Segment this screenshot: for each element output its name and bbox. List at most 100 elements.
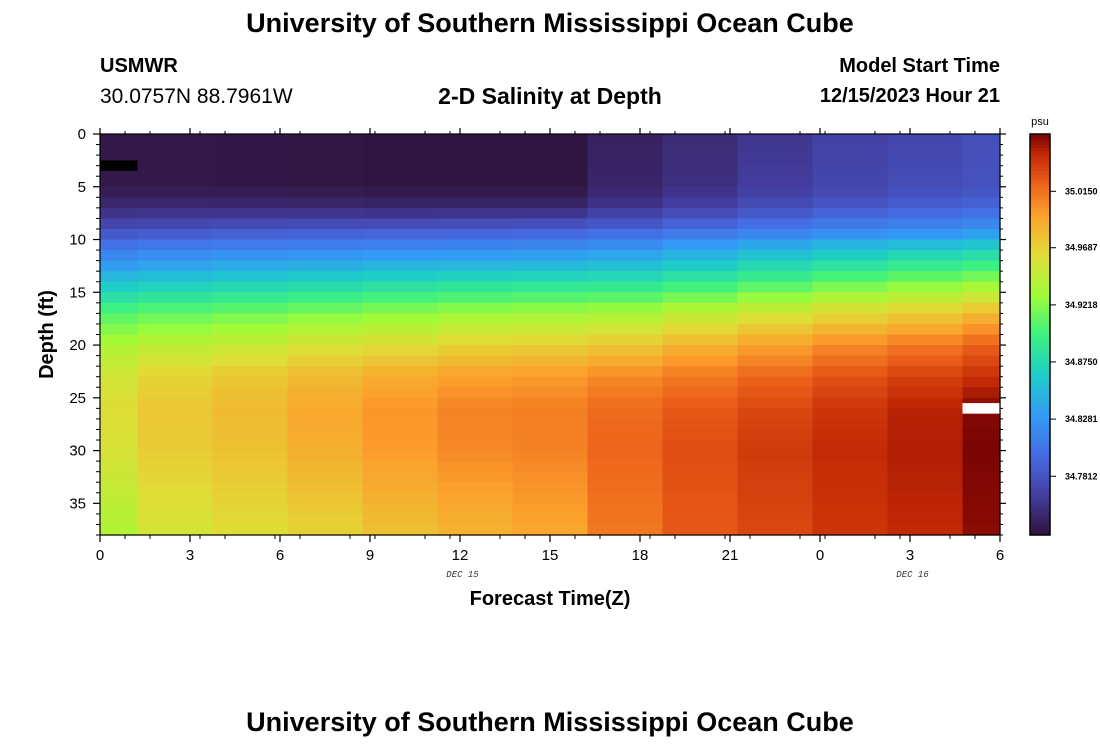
heatmap-cell bbox=[362, 492, 439, 504]
colorbar-segment bbox=[1030, 478, 1050, 483]
heatmap-cell bbox=[362, 345, 439, 357]
heatmap-cell bbox=[512, 313, 589, 325]
colorbar-segment bbox=[1030, 397, 1050, 402]
colorbar-segment bbox=[1030, 444, 1050, 449]
heatmap-cell bbox=[812, 345, 889, 357]
heatmap-cell bbox=[737, 450, 814, 462]
heatmap-cell bbox=[587, 492, 664, 504]
heatmap-cell bbox=[887, 165, 964, 177]
colorbar-segment bbox=[1030, 160, 1050, 165]
heatmap-cell bbox=[437, 513, 514, 526]
heatmap-cell bbox=[212, 334, 289, 346]
colorbar-segment bbox=[1030, 404, 1050, 409]
heatmap-cells bbox=[100, 134, 1001, 536]
heatmap-cell bbox=[662, 524, 739, 536]
heatmap-cell bbox=[212, 207, 289, 220]
heatmap-cell bbox=[512, 387, 589, 399]
heatmap-cell bbox=[887, 513, 964, 526]
colorbar-segment bbox=[1030, 247, 1050, 252]
heatmap-cell bbox=[812, 271, 889, 283]
heatmap-cell bbox=[812, 334, 889, 346]
heatmap-cell bbox=[287, 281, 364, 293]
heatmap-cell bbox=[962, 408, 1001, 420]
heatmap-cell bbox=[812, 471, 889, 483]
heatmap-cell bbox=[962, 418, 1001, 431]
y-tick-label: 0 bbox=[78, 126, 86, 143]
heatmap-cell bbox=[962, 471, 1001, 483]
x-axis: 0 3 6 9 12 15 18 21 0 3 6 DEC 15 DEC 16 bbox=[96, 128, 1004, 580]
heatmap-cell bbox=[512, 292, 589, 304]
heatmap-cell bbox=[437, 492, 514, 504]
heatmap-cell bbox=[212, 408, 289, 420]
colorbar-segment bbox=[1030, 384, 1050, 389]
heatmap-cell bbox=[962, 144, 1001, 156]
x-axis-label: Forecast Time(Z) bbox=[470, 588, 631, 610]
colorbar-tick-label: 34.9687 bbox=[1065, 243, 1098, 253]
colorbar-segment bbox=[1030, 140, 1050, 145]
heatmap-cell bbox=[962, 513, 1001, 526]
heatmap-cell bbox=[962, 155, 1001, 167]
heatmap-cell bbox=[662, 492, 739, 504]
heatmap-cell bbox=[737, 334, 814, 346]
heatmap-cell bbox=[137, 387, 214, 399]
heatmap-cell bbox=[287, 397, 364, 409]
heatmap-cell bbox=[737, 387, 814, 399]
heatmap-cell bbox=[962, 218, 1001, 230]
heatmap-cell bbox=[662, 345, 739, 357]
colorbar-segment bbox=[1030, 501, 1050, 506]
heatmap-cell bbox=[100, 260, 139, 272]
heatmap-cell bbox=[962, 323, 1001, 336]
heatmap-cell bbox=[362, 334, 439, 346]
heatmap-cell bbox=[362, 144, 439, 156]
heatmap-cell bbox=[512, 440, 589, 452]
heatmap-cell bbox=[737, 144, 814, 156]
heatmap-cell bbox=[587, 228, 664, 241]
heatmap-cell bbox=[512, 134, 589, 146]
model-start-value: 12/15/2023 Hour 21 bbox=[819, 85, 1000, 107]
heatmap-cell bbox=[100, 366, 139, 378]
heatmap-cell bbox=[887, 302, 964, 314]
heatmap-cell bbox=[812, 503, 889, 515]
heatmap-cell bbox=[887, 281, 964, 293]
heatmap-cell bbox=[137, 492, 214, 504]
colorbar-segment bbox=[1030, 150, 1050, 155]
heatmap-cell bbox=[812, 144, 889, 156]
colorbar-segment bbox=[1030, 210, 1050, 215]
heatmap-cell bbox=[287, 387, 364, 399]
heatmap-cell bbox=[812, 408, 889, 420]
x-tick-label: 6 bbox=[276, 547, 284, 564]
heatmap-cell bbox=[737, 186, 814, 198]
heatmap-cell bbox=[587, 218, 664, 230]
heatmap-cell bbox=[287, 271, 364, 283]
colorbar-segment bbox=[1030, 344, 1050, 349]
heatmap-cell bbox=[887, 524, 964, 536]
heatmap-cell bbox=[212, 492, 289, 504]
heatmap-cell bbox=[212, 387, 289, 399]
heatmap-cell bbox=[437, 345, 514, 357]
heatmap-cell bbox=[812, 218, 889, 230]
heatmap-cell bbox=[812, 155, 889, 167]
heatmap-cell bbox=[512, 408, 589, 420]
heatmap-cell bbox=[287, 323, 364, 336]
heatmap-cell bbox=[887, 250, 964, 262]
heatmap-cell bbox=[662, 471, 739, 483]
heatmap-cell bbox=[812, 134, 889, 146]
heatmap-cell bbox=[287, 313, 364, 325]
station-id: USMWR bbox=[100, 55, 178, 77]
heatmap-cell bbox=[662, 376, 739, 388]
heatmap-cell bbox=[887, 239, 964, 251]
heatmap-cell bbox=[587, 271, 664, 283]
heatmap-cell bbox=[662, 302, 739, 314]
heatmap-cell bbox=[437, 334, 514, 346]
heatmap-cell bbox=[100, 492, 139, 504]
heatmap-cell bbox=[437, 176, 514, 188]
heatmap-cell bbox=[287, 524, 364, 536]
heatmap-cell bbox=[137, 260, 214, 272]
heatmap-cell bbox=[212, 429, 289, 441]
heatmap-cell bbox=[662, 418, 739, 431]
heatmap-cell bbox=[587, 376, 664, 388]
heatmap-cell bbox=[812, 165, 889, 177]
heatmap-cell bbox=[437, 461, 514, 473]
colorbar-segment bbox=[1030, 494, 1050, 499]
heatmap-cell bbox=[662, 239, 739, 251]
